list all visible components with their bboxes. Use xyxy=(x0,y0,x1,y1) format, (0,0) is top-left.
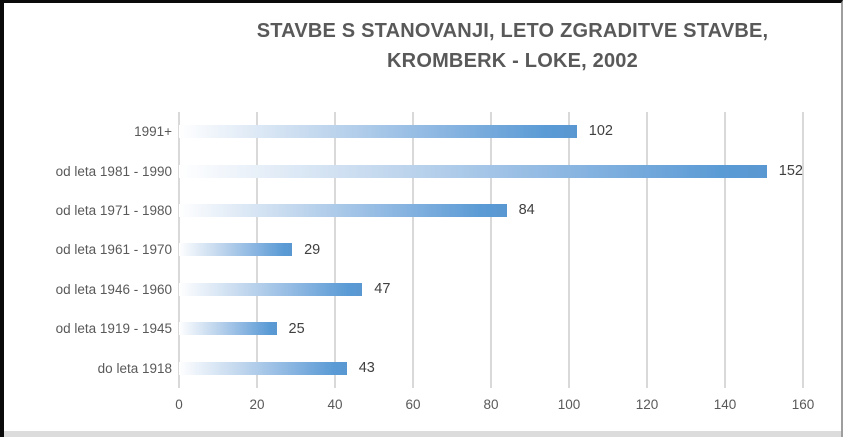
category-label: od leta 1971 - 1980 xyxy=(55,203,172,219)
plot-area: 102 152 84 29 47 25 43 xyxy=(178,112,804,388)
value-label: 47 xyxy=(374,281,391,298)
x-tick-label: 120 xyxy=(635,397,659,412)
bar xyxy=(179,125,577,139)
bar xyxy=(179,322,277,336)
category-label: od leta 1946 - 1960 xyxy=(55,281,172,297)
bar xyxy=(179,361,347,375)
bar-row: 102 xyxy=(179,112,803,151)
x-tick-label: 20 xyxy=(249,397,265,412)
category-label: do leta 1918 xyxy=(97,360,172,376)
x-tick-label: 60 xyxy=(405,397,421,412)
x-tick-label: 40 xyxy=(327,397,343,412)
x-axis: 0 20 40 60 80 100 120 140 160 xyxy=(175,397,814,419)
chart-title-line-2: KROMBERK - LOKE, 2002 xyxy=(387,50,638,72)
value-label: 84 xyxy=(518,202,535,219)
category-label: 1991+ xyxy=(134,124,172,140)
category-axis: 1991+ od leta 1981 - 1990 od leta 1971 - 1… xyxy=(4,112,172,388)
bar-row: 152 xyxy=(179,151,803,190)
window-bottom-edge xyxy=(4,431,841,437)
value-label: 25 xyxy=(288,320,305,337)
value-label: 152 xyxy=(778,162,803,179)
gridline xyxy=(646,112,648,388)
gridline xyxy=(802,112,804,388)
bar xyxy=(179,243,293,257)
x-tick-label: 0 xyxy=(175,397,183,412)
category-label: od leta 1981 - 1990 xyxy=(55,163,172,179)
x-tick-label: 100 xyxy=(557,397,581,412)
x-tick-label: 80 xyxy=(483,397,499,412)
chart-title-line-1: STAVBE S STANOVANJI, LETO ZGRADITVE STAV… xyxy=(256,20,769,42)
bar-rows: 102 152 84 29 47 25 43 xyxy=(179,112,803,388)
category-label: od leta 1961 - 1970 xyxy=(55,242,172,258)
x-tick-label: 140 xyxy=(713,397,737,412)
chart-title: STAVBE S STANOVANJI, LETO ZGRADITVE STAV… xyxy=(186,16,839,76)
x-tick-label: 160 xyxy=(791,397,815,412)
category-label: od leta 1919 - 1945 xyxy=(55,321,172,337)
gridline xyxy=(724,112,726,388)
value-label: 102 xyxy=(588,123,613,140)
bar xyxy=(179,204,507,218)
gridline xyxy=(412,112,414,388)
bar xyxy=(179,164,767,178)
value-label: 29 xyxy=(304,241,321,258)
bar-row: 25 xyxy=(179,309,803,348)
bar-row: 84 xyxy=(179,191,803,230)
value-label: 43 xyxy=(358,359,375,376)
gridline xyxy=(490,112,492,388)
bar-row: 47 xyxy=(179,270,803,309)
gridline xyxy=(568,112,570,388)
bar-row: 43 xyxy=(179,349,803,388)
bar-row: 29 xyxy=(179,230,803,269)
gridline xyxy=(334,112,336,388)
bar xyxy=(179,282,363,296)
